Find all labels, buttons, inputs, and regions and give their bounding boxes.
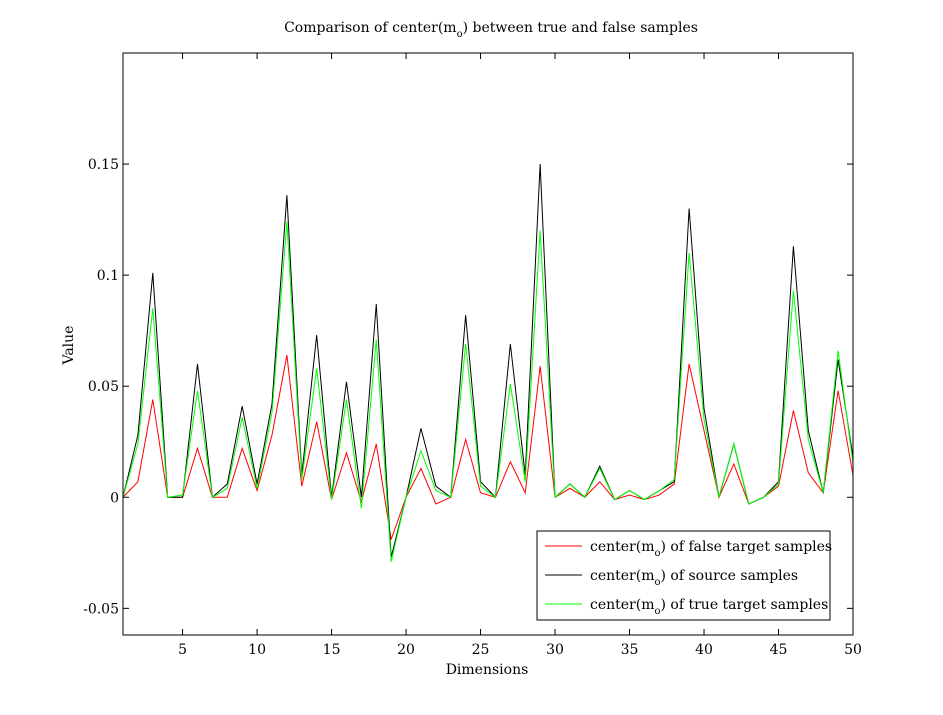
chart-title: Comparison of center(mo) between true an… (284, 20, 698, 40)
x-tick-label: 10 (248, 642, 266, 658)
x-tick-label: 20 (397, 642, 415, 658)
legend-label-rest: ) of source samples (661, 568, 799, 584)
y-axis-ticks: -0.05 0 0.05 0.1 0.15 (83, 157, 853, 617)
x-tick-label: 45 (770, 642, 788, 658)
y-axis-title: Value (61, 326, 77, 366)
legend-label-main: center(m (590, 597, 654, 613)
y-tick-label: 0.15 (88, 157, 119, 173)
y-tick-label: 0.05 (88, 379, 119, 395)
x-tick-label: 35 (621, 642, 639, 658)
axes-frame (122, 52, 854, 636)
legend-label: center(mo) of source samples (590, 568, 798, 588)
legend-label: center(mo) of false target samples (590, 539, 832, 559)
y-tick-label: 0 (110, 490, 119, 506)
series-line-2 (122, 221, 854, 562)
legend-label: center(mo) of true target samples (590, 597, 828, 617)
x-tick-label: 25 (472, 642, 490, 658)
y-tick-label: -0.05 (83, 601, 119, 617)
x-tick-label: 5 (178, 642, 187, 658)
series-lines (122, 164, 854, 562)
legend-label-main: center(m (590, 539, 654, 555)
legend-label-subscript: o (654, 577, 660, 588)
x-tick-label: 30 (546, 642, 564, 658)
series-line-0 (122, 355, 854, 540)
legend-label-main: center(m (590, 568, 654, 584)
legend: center(mo) of false target samplescenter… (536, 530, 832, 621)
legend-items: center(mo) of false target samplescenter… (545, 539, 832, 617)
x-tick-label: 15 (323, 642, 341, 658)
chart-title-rest: ) between true and false samples (463, 20, 698, 36)
x-axis-title: Dimensions (446, 662, 529, 678)
chart-title-subscript: o (457, 29, 463, 40)
legend-label-subscript: o (654, 548, 660, 559)
x-tick-label: 50 (844, 642, 862, 658)
legend-label-subscript: o (654, 606, 660, 617)
x-axis-ticks: 5 10 15 20 25 30 35 40 45 50 (178, 53, 862, 658)
legend-label-rest: ) of false target samples (661, 539, 833, 555)
y-tick-label: 0.1 (97, 268, 119, 284)
x-tick-label: 40 (695, 642, 713, 658)
legend-box (536, 530, 831, 621)
chart-title-main: Comparison of center(m (284, 20, 457, 36)
legend-label-rest: ) of true target samples (661, 597, 829, 613)
